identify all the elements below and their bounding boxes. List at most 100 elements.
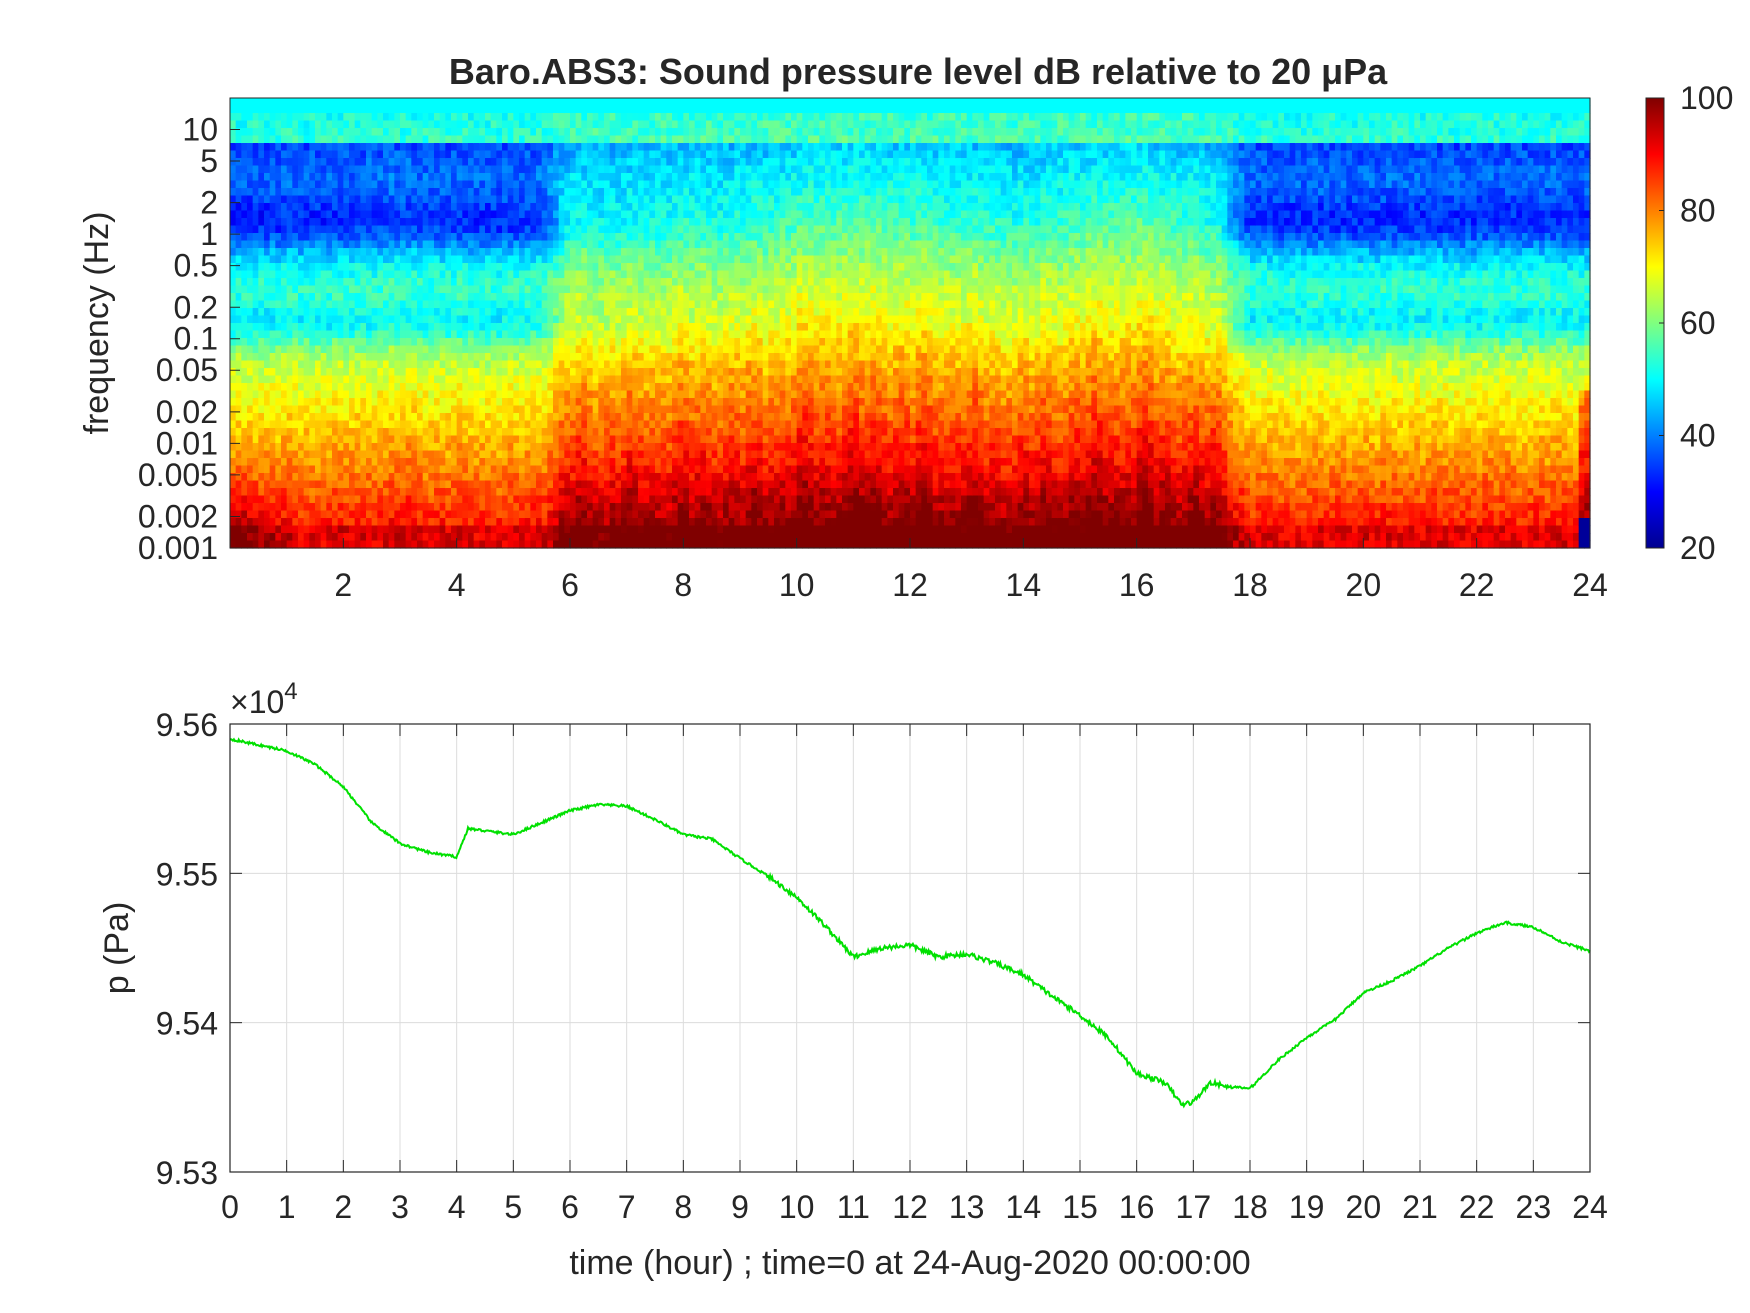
spectrogram-cell [689,113,696,122]
spectrogram-cell [456,525,463,534]
spectrogram-cell [456,413,463,422]
spectrogram-cell [513,518,520,527]
spectrogram-cell [428,518,435,527]
spectrogram-cell [660,330,667,339]
spectrogram-cell [315,428,322,437]
spectrogram-cell [587,300,594,309]
spectrogram-cell [666,143,673,152]
spectrogram-cell [519,330,526,339]
spectrogram-cell [428,248,435,257]
spectrogram-cell [570,533,577,542]
spectrogram-cell [581,143,588,152]
spectrogram-cell [315,518,322,527]
spectrogram-cell [281,510,288,519]
spectrogram-cell [400,405,407,414]
spectrogram-cell [649,503,656,512]
spectrogram-cell [626,533,633,542]
spectrogram-cell [343,450,350,459]
spectrogram-cell [592,473,599,482]
spectrogram-cell [281,248,288,257]
spectrogram-cell [428,135,435,144]
spectrogram-cell [689,210,696,219]
spectrogram-cell [235,338,242,347]
spectrogram-cell [502,308,509,317]
spectrogram-cell [462,233,469,242]
spectrogram-cell [258,345,265,354]
spectrogram-cell [564,285,571,294]
spectrogram-cell [235,173,242,182]
spectrogram-cell [241,210,248,219]
spectrogram-cell [694,488,701,497]
spectrogram-cell [666,368,673,377]
spectrogram-cell [490,480,497,489]
spectrogram-cell [230,458,237,467]
spectrogram-cell [383,143,390,152]
spectrogram-cell [298,120,305,129]
spectrogram-cell [298,210,305,219]
spectrogram-cell [298,330,305,339]
spectrogram-cell [683,308,690,317]
spectrogram-cell [598,293,605,302]
spectrogram-cell [247,173,254,182]
spectrogram-cell [621,518,628,527]
spectrogram-cell [343,105,350,114]
spectrogram-cell [377,458,384,467]
spectrogram-cell [456,368,463,377]
spectrogram-cell [252,405,259,414]
spectrogram-cell [230,248,237,257]
spectrogram-cell [394,420,401,429]
spectrogram-cell [456,503,463,512]
spectrogram-cell [519,458,526,467]
spectrogram-cell [371,540,378,549]
spectrogram-cell [411,240,418,249]
spectrogram-cell [349,398,356,407]
spectrogram-cell [439,353,446,362]
spectrogram-cell [275,195,282,204]
spectrogram-cell [587,188,594,197]
spectrogram-cell [264,270,271,279]
spectrogram-cell [394,540,401,549]
spectrogram-cell [275,488,282,497]
spectrogram-cell [417,518,424,527]
spectrogram-cell [371,188,378,197]
spectrogram-cell [343,210,350,219]
spectrogram-cell [513,135,520,144]
spectrogram-cell [400,173,407,182]
spectrogram-cell [615,510,622,519]
spectrogram-cell [383,263,390,272]
spectrogram-cell [485,308,492,317]
spectrogram-cell [292,405,299,414]
spectrogram-cell [689,420,696,429]
spectrogram-cell [666,428,673,437]
spectrogram-cell [269,120,276,129]
spectrogram-cell [689,375,696,384]
spectrogram-cell [592,105,599,114]
spectrogram-cell [264,330,271,339]
spectrogram-cell [371,240,378,249]
spectrogram-cell [349,465,356,474]
spectrogram-cell [609,293,616,302]
spectrogram-cell [547,330,554,339]
spectrogram-cell [615,413,622,422]
spectrogram-cell [428,293,435,302]
spectrogram-cell [643,113,650,122]
spectrogram-cell [649,480,656,489]
spectrogram-cell [315,353,322,362]
spectrogram-cell [337,195,344,204]
spectrogram-cell [405,165,412,174]
spectrogram-cell [400,375,407,384]
spectrogram-cell [598,480,605,489]
spectrogram-cell [621,525,628,534]
spectrogram-cell [332,330,339,339]
spectrogram-cell [326,510,333,519]
spectrogram-cell [252,105,259,114]
spectrogram-cell [592,308,599,317]
spectrogram-cell [558,233,565,242]
spectrogram-cell [241,368,248,377]
spectrogram-cell [468,143,475,152]
spectrogram-cell [439,180,446,189]
spectrogram-cell [660,450,667,459]
spectrogram-cell [241,150,248,159]
spectrogram-cell [615,360,622,369]
spectrogram-cell [417,495,424,504]
